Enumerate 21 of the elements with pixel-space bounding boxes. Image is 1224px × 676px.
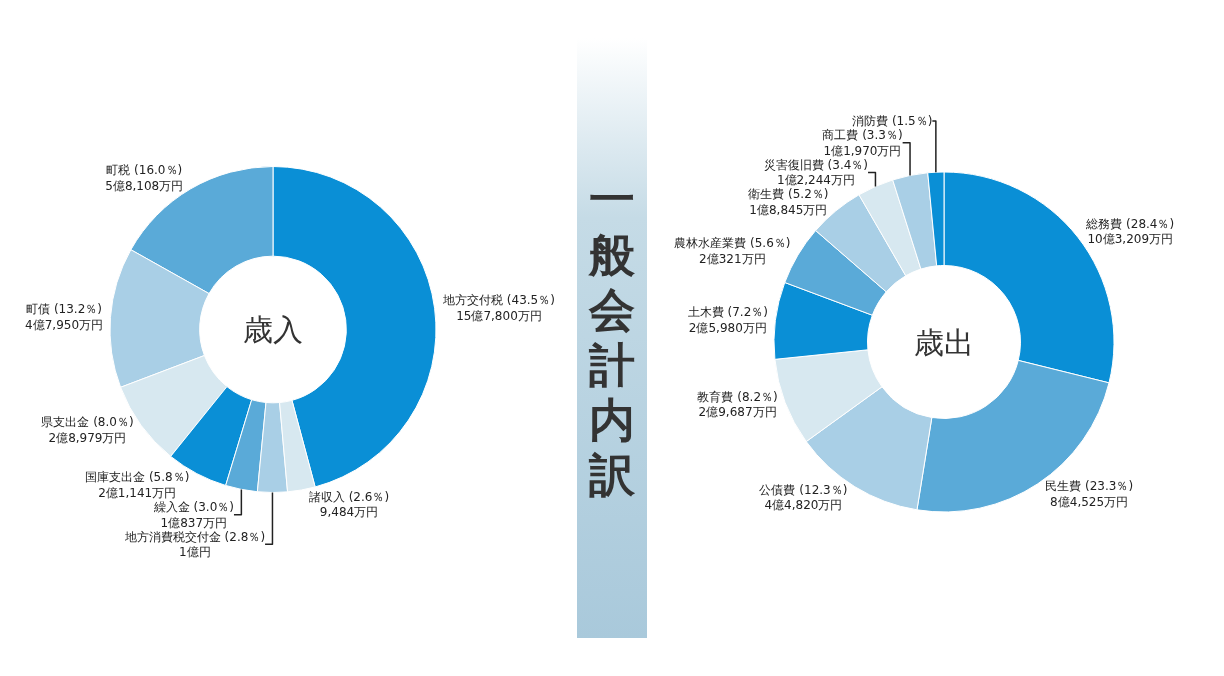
slice-label: 繰入金 (3.0％) 1億837万円: [152, 499, 234, 530]
text: 歳入: [243, 312, 303, 347]
slice-label: 商工費 (3.3％) 1億1,970万円: [822, 128, 903, 158]
text: 一般会計内訳: [587, 172, 636, 504]
slice-label: 総務費 (28.4％) 10億3,209万円: [1085, 216, 1175, 247]
slice-label: 衛生費 (5.2％) 1億8,845万円: [748, 187, 829, 217]
slice-label: 地方消費税交付金 (2.8％) 1億円: [123, 529, 266, 560]
slice-label: 農林水産業費 (5.6％) 2億321万円: [674, 236, 791, 267]
slice-label: 民生費 (23.3％) 8億4,525万円: [1045, 479, 1134, 509]
text: 歳出: [914, 325, 974, 360]
slice-label: 地方交付税 (43.5％) 15億7,800万円: [442, 293, 555, 323]
slice-label: 教育費 (8.2％) 2億9,687万円: [697, 389, 778, 420]
slice-label: 町税 (16.0％) 5億8,108万円: [105, 163, 184, 193]
slice-label: 消防費 (1.5％): [852, 114, 933, 129]
slice-label: 公債費 (12.3％) 4億4,820万円: [759, 482, 848, 513]
slice-label: 県支出金 (8.0％) 2億8,979万円: [41, 415, 134, 446]
slice-label: 諸収入 (2.6％) 9,484万円: [308, 489, 390, 520]
slice-label: 町債 (13.2％) 4億7,950万円: [25, 302, 104, 333]
slice-label: 土木費 (7.2％) 2億5,980万円: [687, 305, 768, 335]
slice-label: 災害復旧費 (3.4％) 1億2,244万円: [763, 157, 869, 188]
slice-label: 国庫支出金 (5.8％) 2億1,141万円: [85, 470, 190, 500]
